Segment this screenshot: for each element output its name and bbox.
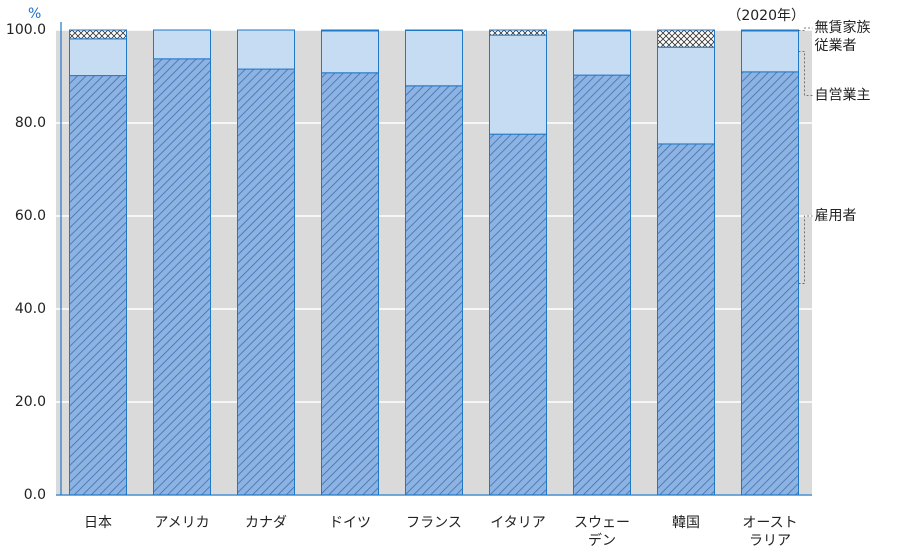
legend-label: 自営業主 (815, 87, 871, 103)
y-tick-label: 100.0 (6, 22, 46, 38)
bar-segment (658, 30, 715, 47)
bar-segment (238, 30, 295, 69)
y-tick-label: 60.0 (15, 208, 46, 224)
bar-segment (322, 30, 379, 31)
bar-segment (322, 73, 379, 495)
bar-segment (574, 31, 631, 75)
x-tick-label: 日本 (84, 515, 112, 531)
bar-segment (70, 39, 127, 76)
bar-segment (322, 31, 379, 73)
bar-segment (406, 86, 463, 495)
y-tick-label: 40.0 (15, 301, 46, 317)
bar-segment (490, 30, 547, 35)
legend-label: 無賃家族従業者 (815, 19, 871, 54)
y-tick-label: 80.0 (15, 115, 46, 131)
x-tick-label: スウェーデン (574, 515, 630, 549)
legend-label: 雇用者 (815, 207, 857, 224)
y-unit: % (28, 6, 41, 22)
bar-segment (154, 30, 211, 59)
y-tick-label: 0.0 (24, 487, 46, 503)
x-tick-label: カナダ (245, 515, 287, 531)
bar-segment (658, 47, 715, 144)
bar-segment (406, 30, 463, 85)
x-tick-label: イタリア (490, 515, 545, 531)
bar-segment (238, 69, 295, 495)
bar-segment (490, 35, 547, 134)
x-tick-label: 韓国 (672, 515, 700, 531)
bar-segment (574, 30, 631, 31)
bar-segment (742, 72, 799, 495)
annotation: （2020年） (727, 8, 805, 24)
x-tick-label: ドイツ (329, 515, 371, 531)
bar-segment (70, 76, 127, 495)
x-tick-label: オーストラリア (742, 515, 797, 549)
bar-segment (154, 59, 211, 495)
bar-segment (742, 30, 799, 31)
bar-segment (70, 30, 127, 39)
bar-segment (742, 31, 799, 72)
bar-segment (490, 134, 547, 495)
x-tick-label: フランス (406, 515, 462, 531)
bar-segment (574, 75, 631, 495)
x-tick-label: アメリカ (154, 515, 209, 531)
bar-segment (658, 144, 715, 495)
y-tick-label: 20.0 (15, 394, 46, 410)
